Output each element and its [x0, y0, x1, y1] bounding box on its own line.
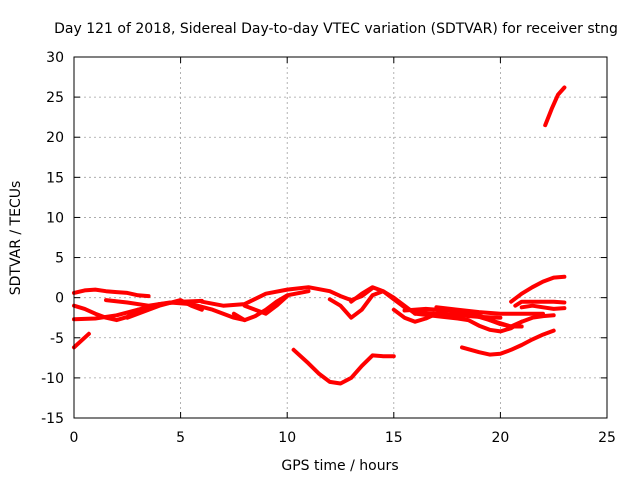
- chart-title: Day 121 of 2018, Sidereal Day-to-day VTE…: [54, 21, 618, 37]
- series-s18: [519, 303, 567, 311]
- series-s5: [104, 298, 247, 323]
- series-s6: [125, 298, 204, 320]
- grid-lines: [74, 57, 607, 418]
- series-s11: [349, 285, 503, 320]
- plot-frame: [73, 56, 608, 419]
- series-s21: [543, 85, 567, 128]
- x-tick-label: 25: [598, 430, 616, 446]
- x-axis-label: GPS time / hours: [281, 458, 398, 474]
- y-tick-label: 25: [46, 90, 64, 106]
- series-s14: [413, 311, 556, 334]
- y-tick-label: 5: [55, 251, 64, 267]
- x-tick-label: 10: [278, 430, 296, 446]
- y-tick-label: -10: [41, 371, 64, 387]
- series-s9: [242, 294, 290, 316]
- x-tick-label: 5: [176, 430, 185, 446]
- series-s2: [72, 287, 151, 299]
- axis-ticks: [73, 56, 608, 419]
- x-tick-label: 20: [491, 430, 509, 446]
- series-s15: [434, 305, 545, 316]
- y-axis-label: SDTVAR / TECUs: [8, 181, 24, 296]
- series-s1: [72, 331, 91, 350]
- y-tick-label: 10: [46, 210, 64, 226]
- y-tick-label: 20: [46, 130, 64, 146]
- y-tick-label: -5: [50, 331, 64, 347]
- x-tick-label: 0: [70, 430, 79, 446]
- y-tick-label: -15: [41, 411, 64, 427]
- series-s17: [513, 299, 567, 308]
- y-tick-label: 0: [55, 291, 64, 307]
- series-s16: [509, 274, 567, 304]
- series-s19: [291, 347, 396, 386]
- x-tick-label: 15: [385, 430, 403, 446]
- y-tick-label: 30: [46, 50, 64, 66]
- series-s20: [460, 328, 556, 357]
- series-layer: [72, 85, 567, 386]
- y-tick-label: 15: [46, 170, 64, 186]
